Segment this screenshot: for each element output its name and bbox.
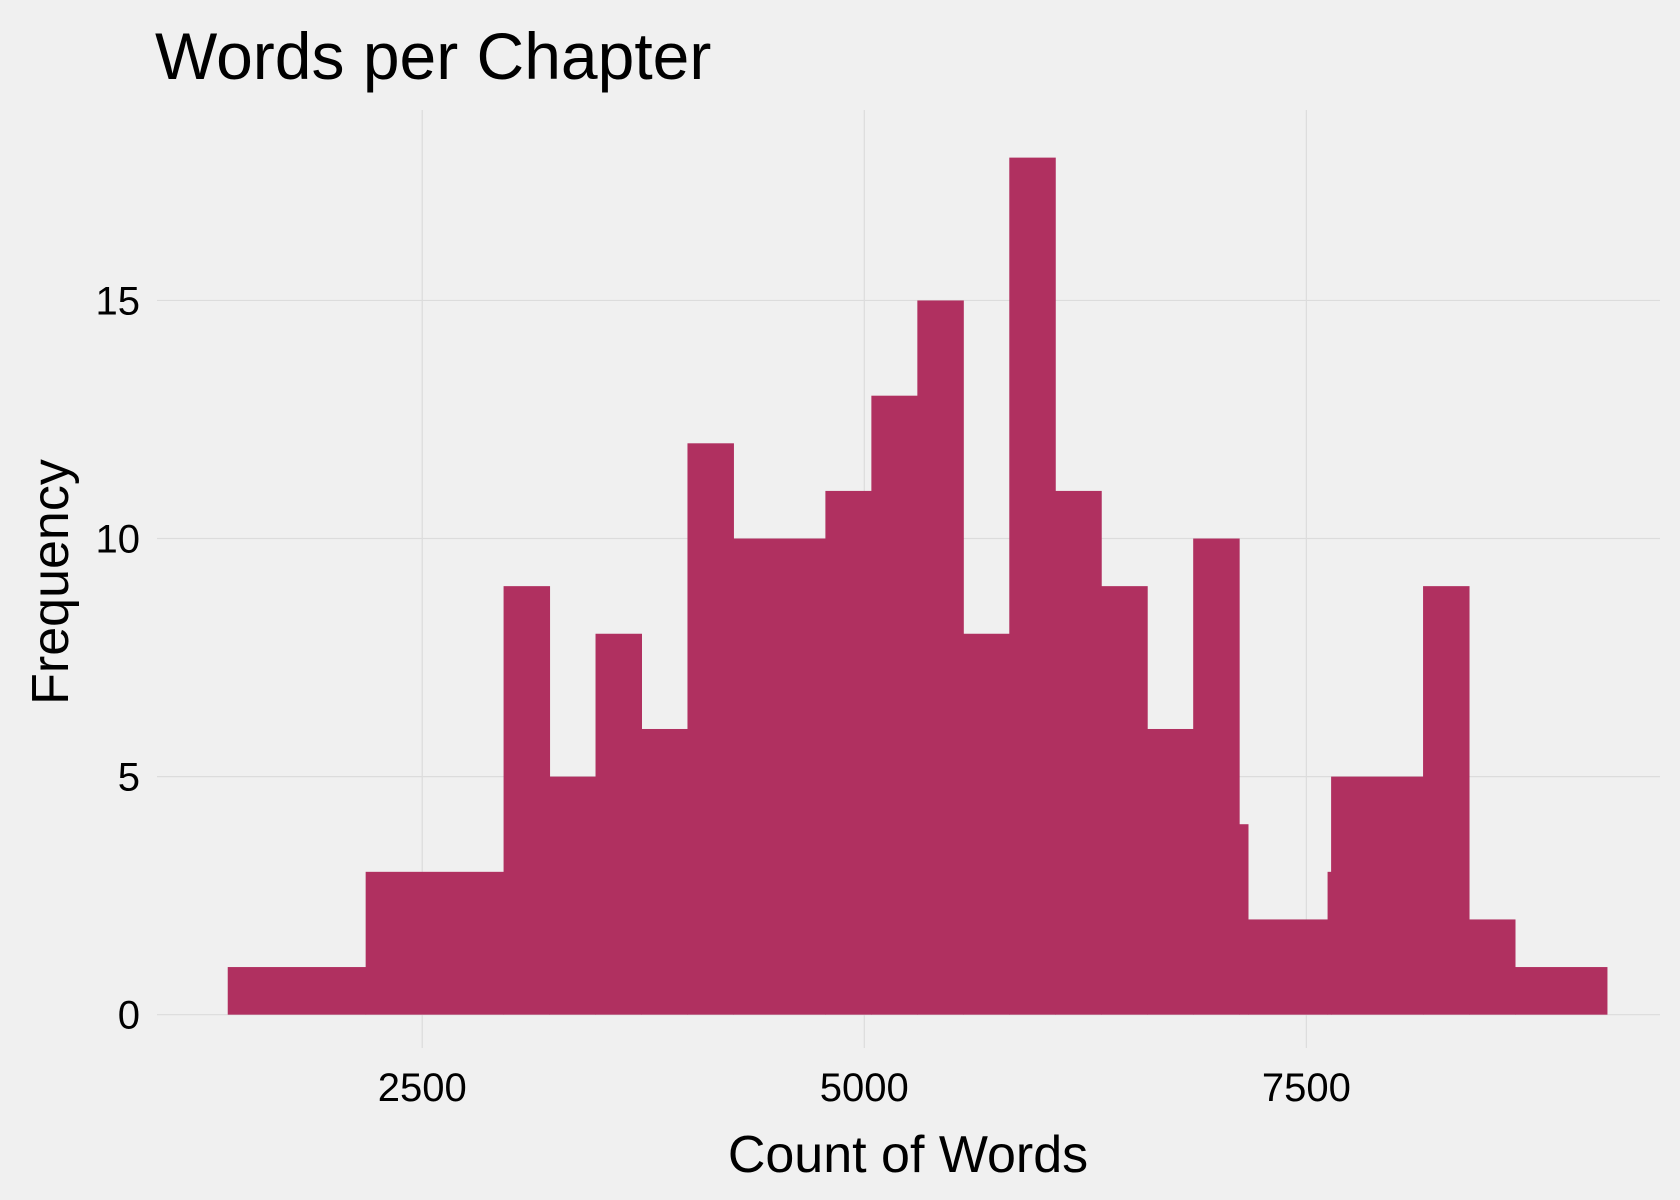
histogram-bar	[641, 728, 688, 1015]
histogram-bar	[1101, 586, 1148, 1015]
histogram-bar	[1009, 157, 1056, 1015]
y-axis-title: Frequency	[22, 459, 80, 705]
histogram-bar	[871, 395, 918, 1015]
histogram-bar	[1515, 967, 1608, 1015]
histogram-bar	[1239, 824, 1249, 1015]
histogram-bar	[503, 586, 551, 1015]
x-tick-labels: 2500 5000 7500	[378, 1066, 1351, 1110]
y-tick-label: 15	[96, 279, 141, 323]
histogram-bar	[687, 443, 734, 1015]
y-tick-label: 10	[96, 518, 141, 562]
y-tick-label: 0	[118, 994, 140, 1038]
x-tick-label: 5000	[820, 1066, 909, 1110]
histogram-bar	[1248, 919, 1329, 1015]
histogram-bar	[825, 490, 872, 1015]
histogram-bar	[1147, 728, 1194, 1015]
chart-title: Words per Chapter	[155, 19, 712, 93]
histogram-bar	[1423, 586, 1470, 1015]
y-tick-label: 5	[118, 756, 140, 800]
histogram-bar	[733, 538, 826, 1015]
histogram-bar	[1331, 776, 1424, 1015]
histogram-bar	[365, 871, 505, 1015]
histogram-bar	[1193, 538, 1240, 1015]
histogram-bar	[549, 776, 597, 1015]
y-tick-labels: 0 5 10 15	[96, 279, 141, 1037]
x-axis-title: Count of Words	[728, 1126, 1088, 1184]
histogram-bar	[227, 967, 367, 1015]
histogram-bar	[1327, 871, 1332, 1015]
histogram-bar	[1469, 919, 1516, 1015]
histogram-bar	[963, 633, 1010, 1015]
x-tick-label: 7500	[1262, 1066, 1351, 1110]
histogram-bar	[917, 300, 964, 1015]
histogram-bar	[1055, 490, 1102, 1015]
x-tick-label: 2500	[378, 1066, 467, 1110]
histogram-bars	[227, 157, 1608, 1015]
histogram-bar	[595, 633, 642, 1015]
